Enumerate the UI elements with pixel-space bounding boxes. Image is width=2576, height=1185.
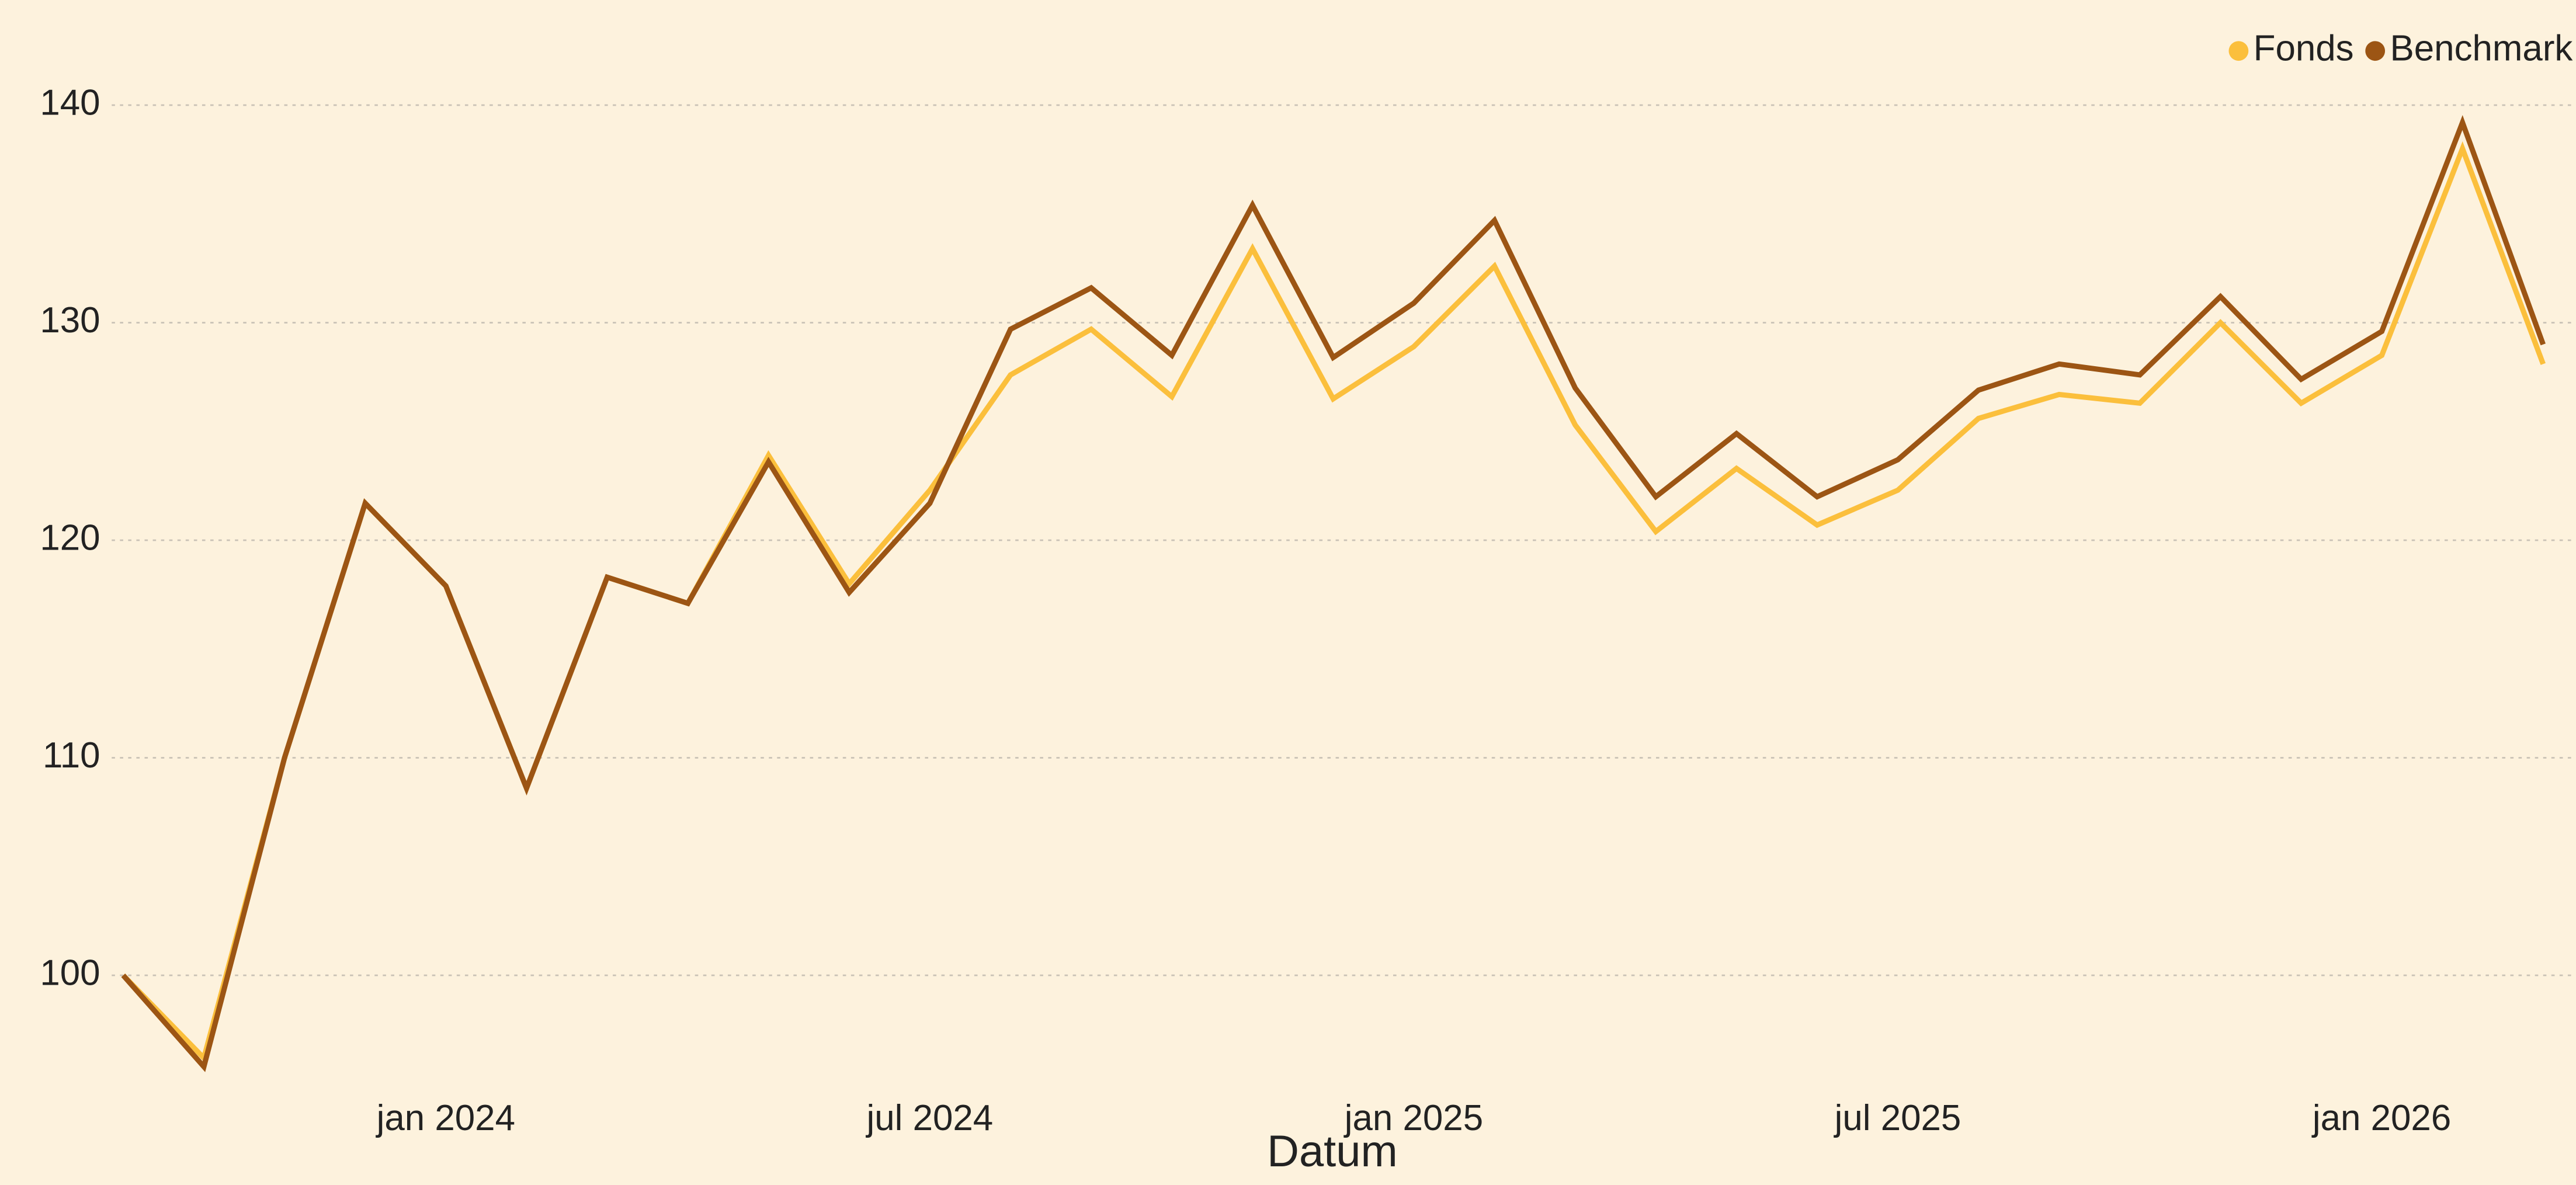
x-tick-label: jan 2025: [1343, 1098, 1483, 1138]
x-tick-label: jan 2024: [376, 1098, 515, 1138]
legend-marker: [2365, 41, 2386, 61]
y-tick-label: 140: [40, 82, 100, 123]
y-tick-label: 120: [40, 517, 100, 558]
legend-label: Fonds: [2254, 29, 2354, 69]
legend-marker: [2228, 41, 2249, 61]
y-tick-label: 110: [43, 735, 100, 776]
series-line: [121, 114, 2546, 1072]
x-tick-label: jul 2025: [1834, 1098, 1961, 1138]
y-tick-label: 130: [40, 300, 100, 340]
x-tick-label: jul 2024: [866, 1098, 994, 1138]
x-tick-label: jan 2026: [2311, 1098, 2451, 1138]
y-tick-label: 100: [40, 953, 100, 993]
x-axis-label: Datum: [1267, 1127, 1398, 1176]
legend-label: Benchmark: [2390, 29, 2574, 69]
